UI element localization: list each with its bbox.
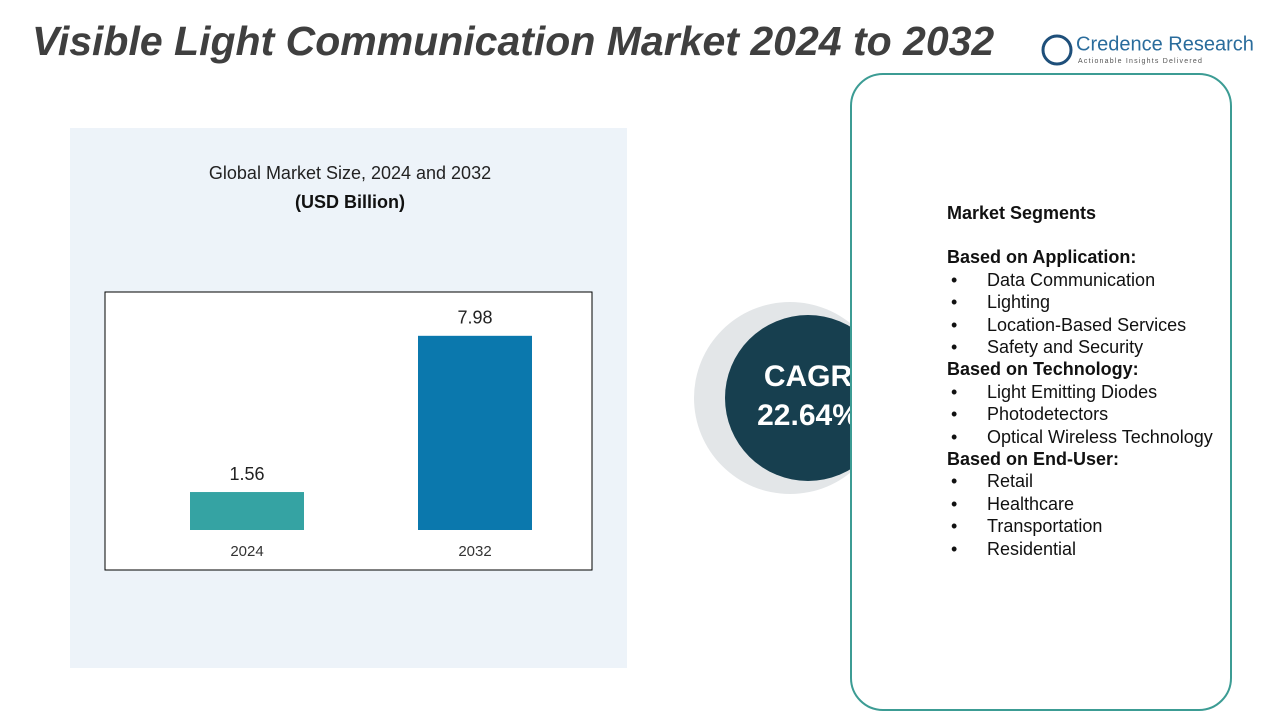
page-title: Visible Light Communication Market 2024 …	[32, 18, 994, 64]
cagr-label: CAGR	[764, 360, 853, 393]
x-tick-label: 2032	[458, 543, 491, 560]
data-label: 1.56	[229, 464, 264, 484]
segment-item: Transportation	[947, 515, 1217, 538]
cagr-value: 22.64%	[757, 399, 859, 432]
segments-title: Market Segments	[947, 203, 1097, 223]
segment-item: Lighting	[947, 291, 1217, 314]
logo-tagline: Actionable Insights Delivered	[1078, 58, 1203, 65]
segment-item: Location-Based Services	[947, 314, 1217, 337]
bar	[190, 492, 304, 530]
segment-item: Optical Wireless Technology	[947, 426, 1217, 449]
data-label: 7.98	[457, 308, 492, 328]
logo-name: Credence Research	[1076, 33, 1254, 55]
bar	[418, 335, 532, 530]
bars: 2024 1.56 2032 7.98	[190, 308, 532, 560]
segment-heading: Based on Technology:	[947, 359, 1139, 380]
cagr-circle	[725, 315, 891, 481]
logo-icon	[1041, 34, 1073, 66]
segment-item: Photodetectors	[947, 403, 1217, 426]
segment-item: Retail	[947, 470, 1217, 493]
segment-item: Safety and Security	[947, 336, 1217, 359]
chart-title: Global Market Size, 2024 and 2032	[209, 163, 491, 183]
segment-item: Light Emitting Diodes	[947, 381, 1217, 404]
segment-item: Healthcare	[947, 493, 1217, 516]
x-tick-label: 2024	[230, 543, 263, 560]
segments: Market Segments Based on Application:Dat…	[947, 202, 1217, 561]
segment-item: Residential	[947, 538, 1217, 561]
segment-item: Data Communication	[947, 269, 1217, 292]
segment-heading: Based on End-User:	[947, 449, 1120, 470]
logo: Credence Research Actionable Insights De…	[1041, 33, 1254, 66]
chart-subtitle: (USD Billion)	[295, 192, 405, 212]
segment-heading: Based on Application:	[947, 247, 1137, 268]
